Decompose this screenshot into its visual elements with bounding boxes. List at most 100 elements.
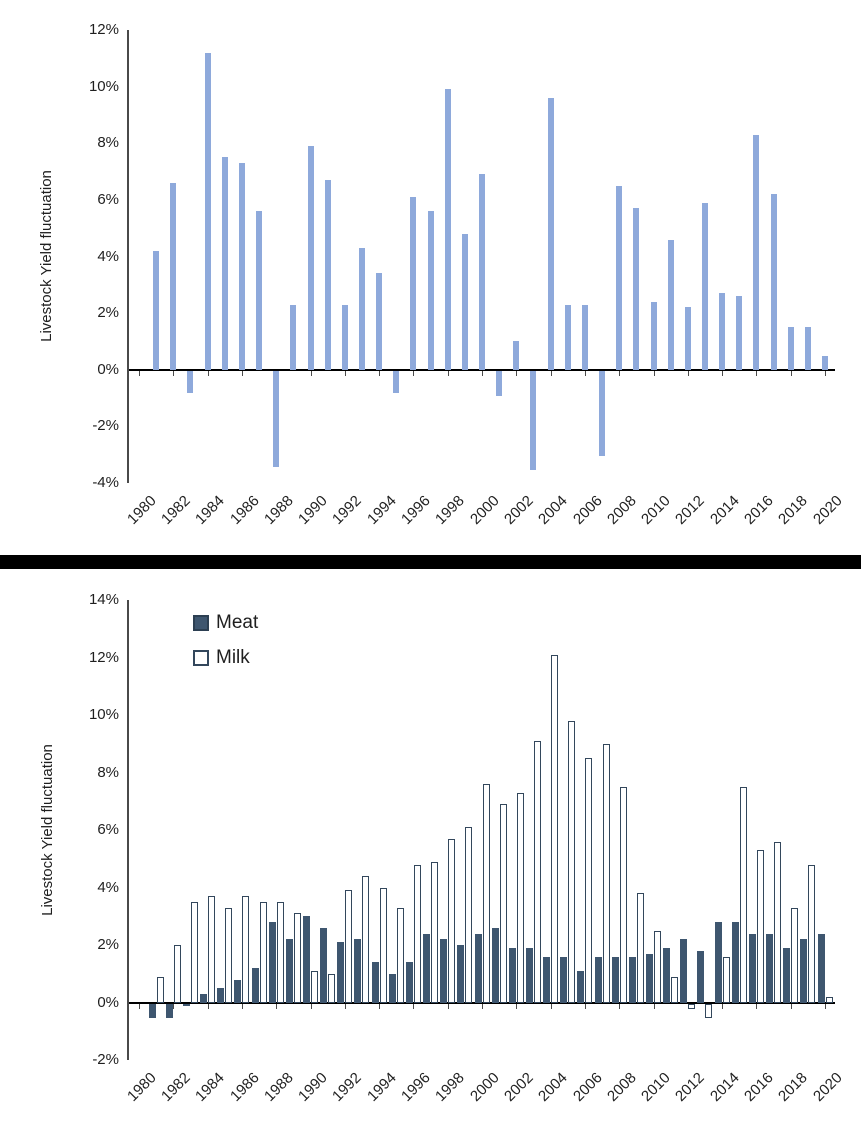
- x-tick-label: 1994: [363, 492, 400, 528]
- y-axis-line: [127, 600, 129, 1060]
- x-tick-mark: [550, 1003, 552, 1009]
- meat-swatch: [193, 615, 209, 631]
- x-tick-label: 1992: [329, 492, 366, 528]
- x-tick-mark: [619, 1003, 621, 1009]
- x-tick-mark: [653, 1003, 655, 1009]
- milk-bar: [156, 976, 164, 1003]
- x-tick-mark: [825, 370, 826, 376]
- meat-bar: [748, 933, 756, 1003]
- milk-bar: [739, 786, 747, 1003]
- y-tick-label: 0%: [97, 993, 119, 1011]
- x-tick-mark: [139, 370, 140, 376]
- x-tick-label: 1990: [295, 1069, 331, 1105]
- x-tick-mark: [722, 370, 724, 376]
- fluctuation-bar: [256, 211, 263, 370]
- x-tick-mark: [584, 1003, 586, 1009]
- y-tick-label: 4%: [97, 247, 119, 265]
- x-tick-label: 2012: [672, 1069, 709, 1105]
- meat-bar: [371, 962, 379, 1003]
- meat-bar: [337, 942, 345, 1003]
- fluctuation-bar: [616, 185, 623, 370]
- meat-bar: [491, 927, 499, 1003]
- meat-bar: [525, 947, 533, 1003]
- fluctuation-bar: [804, 327, 811, 370]
- milk-bar: [225, 907, 233, 1003]
- milk-bar: [311, 970, 318, 1003]
- top-chart-y-axis-title: Livestock Yield fluctuation: [38, 170, 55, 342]
- milk-bar: [413, 864, 421, 1003]
- x-tick-mark: [447, 370, 449, 376]
- fluctuation-bar: [461, 233, 468, 370]
- fluctuation-bar: [787, 327, 794, 370]
- fluctuation-bar: [290, 304, 297, 370]
- chart-divider-bar: [0, 555, 861, 569]
- fluctuation-bar: [324, 180, 331, 370]
- meat-bar: [405, 962, 413, 1003]
- milk-bar: [362, 876, 370, 1003]
- legend-label-meat: Meat: [216, 612, 259, 633]
- fluctuation-bar: [770, 194, 777, 370]
- meat-bar: [182, 1003, 190, 1007]
- fluctuation-bar: [633, 208, 640, 370]
- x-tick-mark: [413, 370, 415, 376]
- fluctuation-bar: [427, 211, 434, 370]
- meat-bar: [474, 933, 482, 1003]
- meat-bar: [423, 933, 431, 1003]
- x-tick-mark: [413, 1003, 415, 1009]
- y-tick-label: 12%: [88, 648, 119, 666]
- fluctuation-bar: [667, 239, 674, 370]
- x-tick-label: 2016: [741, 1069, 777, 1105]
- x-tick-label: 1998: [432, 1069, 469, 1105]
- x-tick-mark: [722, 1003, 724, 1009]
- fluctuation-bar: [444, 89, 451, 370]
- y-tick-label: 2%: [97, 936, 119, 953]
- meat-bar: [508, 947, 516, 1003]
- fluctuation-bar: [341, 304, 348, 370]
- milk-bar: [568, 720, 576, 1003]
- fluctuation-bar: [736, 296, 743, 370]
- milk-bar: [293, 913, 301, 1003]
- x-tick-label: 2014: [706, 492, 743, 528]
- meat-bar: [251, 968, 259, 1003]
- milk-bar: [705, 1003, 713, 1018]
- y-tick-label: 2%: [97, 304, 119, 322]
- milk-bar: [808, 864, 816, 1003]
- x-tick-label: 1986: [226, 1069, 263, 1105]
- fluctuation-bar: [273, 370, 280, 467]
- meat-bar: [234, 979, 242, 1003]
- fluctuation-bar: [581, 304, 588, 370]
- fluctuation-bar: [170, 182, 177, 370]
- x-tick-label: 1990: [295, 492, 331, 528]
- fluctuation-bar: [376, 273, 383, 370]
- milk-bar: [242, 896, 250, 1003]
- meat-bar: [543, 956, 551, 1003]
- milk-bar: [208, 896, 216, 1003]
- legend: Meat Milk: [193, 612, 258, 682]
- x-tick-mark: [207, 1003, 209, 1009]
- x-tick-mark: [825, 1003, 826, 1009]
- x-tick-label: 1994: [363, 1069, 400, 1105]
- x-tick-label: 2002: [501, 1069, 537, 1105]
- meat-bar: [817, 933, 825, 1003]
- x-tick-label: 2018: [775, 1069, 812, 1105]
- y-tick-label: 12%: [88, 21, 119, 38]
- x-tick-label: 2004: [535, 492, 571, 528]
- milk-bar: [722, 956, 730, 1003]
- fluctuation-bar: [221, 157, 228, 370]
- fluctuation-bar: [650, 301, 657, 370]
- x-tick-mark: [482, 370, 483, 376]
- milk-bar: [551, 654, 559, 1003]
- fluctuation-bar: [513, 341, 520, 370]
- fluctuation-bar: [753, 134, 760, 370]
- x-tick-label: 1988: [260, 492, 297, 528]
- milk-bar: [654, 930, 661, 1003]
- meat-bar: [731, 922, 739, 1003]
- x-axis-line: [129, 1001, 835, 1004]
- legend-item-meat: Meat: [193, 612, 258, 634]
- y-tick-label: 14%: [88, 591, 119, 608]
- y-tick-label: 6%: [97, 190, 119, 208]
- x-tick-label: 2012: [672, 492, 709, 528]
- fluctuation-bar: [238, 163, 245, 370]
- x-tick-mark: [207, 370, 209, 376]
